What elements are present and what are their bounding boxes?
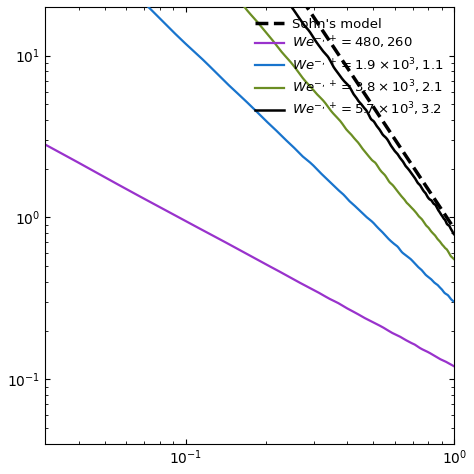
Legend: Sohn's model, $We^{-,+} = 480, 260$, $We^{-,+} = 1.9 \times 10^3, 1.1$, $We^{-,+: Sohn's model, $We^{-,+} = 480, 260$, $We… (251, 14, 448, 122)
